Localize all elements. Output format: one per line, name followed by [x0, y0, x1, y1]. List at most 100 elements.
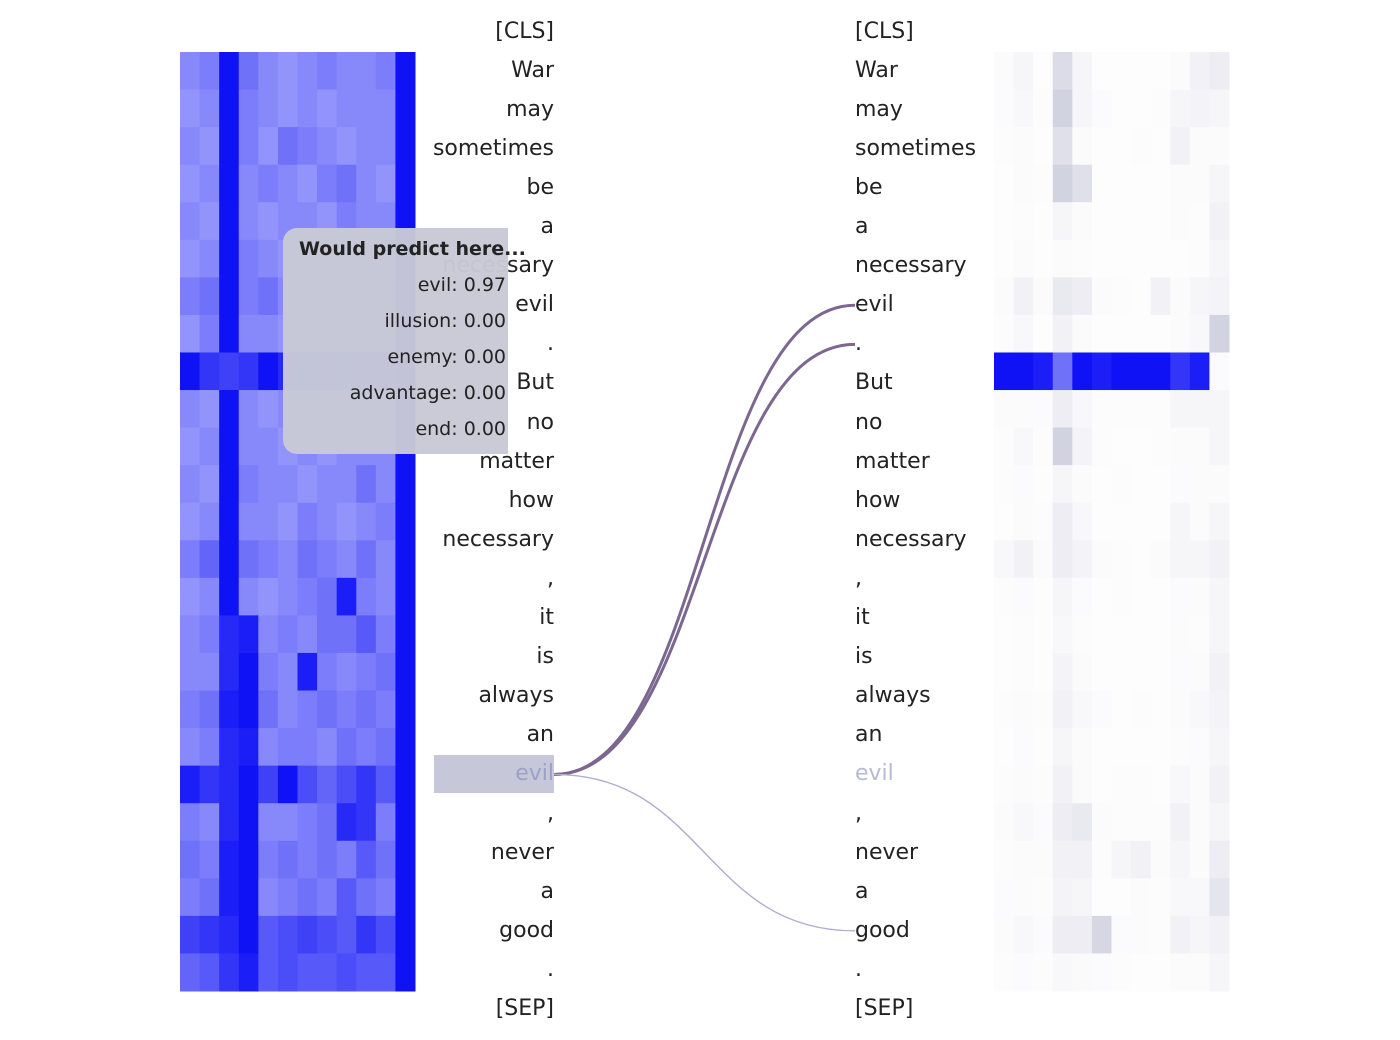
- left-token[interactable]: an: [526, 722, 554, 748]
- right-token[interactable]: how: [855, 487, 901, 513]
- query-heatmap-cell: [336, 840, 357, 879]
- left-token[interactable]: no: [526, 409, 554, 435]
- key-heatmap-cell: [1072, 878, 1093, 917]
- right-token[interactable]: good: [855, 917, 910, 943]
- right-token[interactable]: a: [855, 878, 869, 904]
- left-token[interactable]: .: [547, 956, 554, 982]
- right-token[interactable]: .: [855, 331, 862, 357]
- right-token[interactable]: it: [855, 605, 870, 631]
- left-token[interactable]: ,: [547, 800, 554, 826]
- key-heatmap-cell: [1209, 652, 1230, 692]
- query-heatmap-cell: [395, 728, 416, 767]
- query-heatmap-cell: [180, 577, 201, 616]
- query-heatmap-cell: [356, 615, 377, 654]
- right-token[interactable]: evil: [855, 761, 894, 787]
- left-token[interactable]: War: [511, 57, 554, 83]
- key-heatmap-cell: [1111, 164, 1132, 203]
- key-heatmap-cell: [1189, 540, 1210, 579]
- query-heatmap-cell: [375, 765, 396, 804]
- left-token[interactable]: ,: [547, 565, 554, 591]
- key-heatmap-cell: [1111, 915, 1132, 954]
- right-token[interactable]: ,: [855, 800, 862, 826]
- key-heatmap-cell: [1131, 465, 1152, 504]
- left-token[interactable]: a: [540, 214, 554, 240]
- right-token[interactable]: be: [855, 174, 883, 200]
- right-token[interactable]: necessary: [855, 526, 967, 552]
- left-token[interactable]: [SEP]: [495, 996, 554, 1022]
- key-heatmap-cell: [1052, 615, 1073, 654]
- left-token[interactable]: evil: [515, 292, 554, 318]
- key-heatmap-cell: [1131, 690, 1152, 729]
- query-heatmap-cell: [258, 615, 279, 654]
- prediction-word: enemy: [387, 346, 452, 368]
- right-token[interactable]: ,: [855, 565, 862, 591]
- key-heatmap-cell: [1052, 127, 1073, 166]
- key-heatmap-cell: [994, 127, 1015, 166]
- key-heatmap-cell: [1189, 803, 1210, 842]
- right-token[interactable]: an: [855, 722, 883, 748]
- left-token[interactable]: a: [540, 878, 554, 904]
- key-heatmap-cell: [1131, 915, 1152, 954]
- right-token[interactable]: But: [855, 370, 893, 396]
- right-token[interactable]: no: [855, 409, 883, 435]
- key-heatmap-cell: [1111, 803, 1132, 842]
- prediction-prob: 0.00: [463, 310, 506, 332]
- right-token[interactable]: matter: [855, 448, 930, 474]
- right-token[interactable]: [SEP]: [855, 996, 914, 1022]
- left-token[interactable]: be: [526, 174, 555, 200]
- key-heatmap-cell: [994, 915, 1015, 954]
- left-token[interactable]: may: [506, 96, 554, 122]
- key-heatmap-cell: [1209, 615, 1230, 654]
- left-token[interactable]: always: [478, 683, 554, 709]
- right-token[interactable]: a: [855, 214, 869, 240]
- key-heatmap-cell: [1033, 202, 1054, 241]
- right-token[interactable]: necessary: [855, 253, 967, 279]
- right-token[interactable]: evil: [855, 292, 894, 318]
- right-token[interactable]: War: [855, 57, 898, 83]
- left-token[interactable]: how: [508, 487, 554, 513]
- attention-link: [553, 773, 856, 932]
- right-token[interactable]: is: [855, 644, 873, 670]
- key-heatmap-cell: [1111, 840, 1132, 879]
- query-heatmap-cell: [356, 465, 377, 504]
- key-heatmap-cell: [1072, 352, 1093, 391]
- left-token[interactable]: .: [547, 331, 554, 357]
- key-heatmap-cell: [1072, 427, 1093, 466]
- left-token[interactable]: is: [536, 644, 554, 670]
- right-token[interactable]: always: [855, 683, 931, 709]
- left-token[interactable]: sometimes: [432, 135, 554, 161]
- right-token[interactable]: may: [855, 96, 903, 122]
- right-token[interactable]: [CLS]: [855, 18, 914, 44]
- right-token[interactable]: sometimes: [855, 135, 977, 161]
- key-heatmap-cell: [1013, 652, 1034, 692]
- key-heatmap-cell: [1013, 615, 1034, 654]
- key-heatmap-cell: [1052, 164, 1073, 203]
- query-heatmap-cell: [199, 577, 220, 616]
- query-heatmap-cell: [219, 953, 240, 992]
- query-heatmap-cell: [258, 540, 279, 579]
- key-heatmap-cell: [1033, 803, 1054, 842]
- left-token[interactable]: But: [516, 370, 554, 396]
- left-token[interactable]: never: [490, 839, 554, 865]
- query-heatmap-cell: [238, 690, 259, 729]
- query-heatmap-cell: [336, 615, 357, 654]
- key-heatmap-cell: [1091, 239, 1112, 278]
- query-heatmap-cell: [317, 52, 338, 91]
- right-token[interactable]: never: [855, 839, 919, 865]
- query-heatmap-cell: [277, 915, 298, 954]
- right-token[interactable]: .: [855, 956, 862, 982]
- query-heatmap-cell: [238, 277, 259, 316]
- left-token[interactable]: it: [539, 605, 554, 631]
- left-token[interactable]: good: [499, 917, 554, 943]
- key-heatmap-cell: [1170, 89, 1191, 128]
- key-heatmap-cell: [1033, 314, 1054, 353]
- key-heatmap-cell: [1209, 540, 1230, 579]
- left-token[interactable]: evil: [434, 755, 554, 794]
- key-heatmap-cell: [1111, 239, 1132, 278]
- left-token[interactable]: [CLS]: [495, 18, 554, 44]
- key-heatmap-cell: [1091, 52, 1112, 91]
- left-token[interactable]: necessary: [442, 526, 554, 552]
- query-heatmap-cell: [395, 615, 416, 654]
- query-heatmap-cell: [297, 127, 318, 166]
- key-heatmap-cell: [1111, 953, 1132, 992]
